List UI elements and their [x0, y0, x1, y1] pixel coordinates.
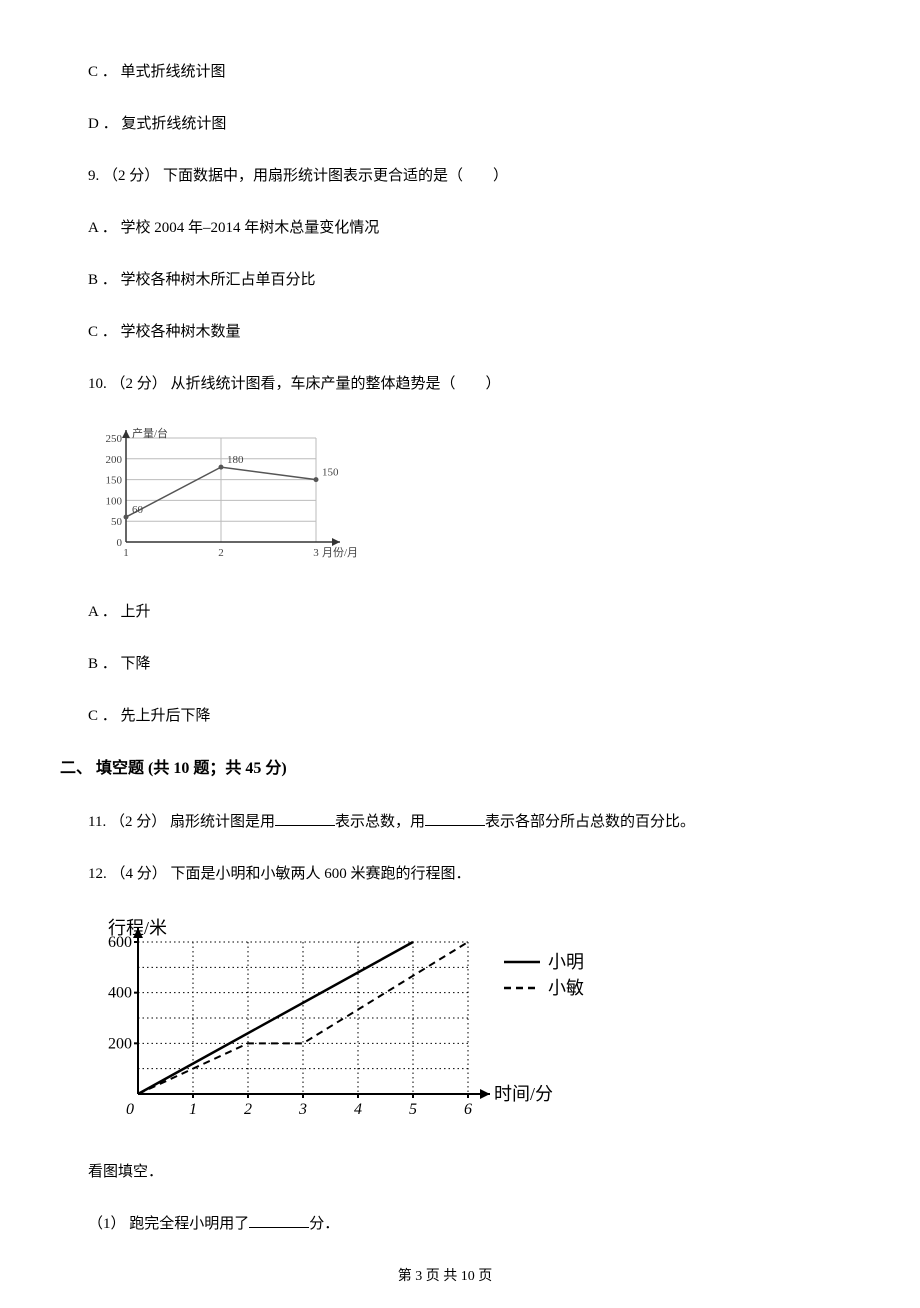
svg-text:6: 6	[464, 1101, 472, 1118]
page-footer: 第 3 页 共 10 页	[60, 1266, 830, 1288]
svg-text:1: 1	[189, 1101, 197, 1118]
svg-text:月份/月: 月份/月	[322, 546, 358, 559]
svg-text:0: 0	[117, 537, 123, 549]
q11-stem: 11. （2 分） 扇形统计图是用 表示总数，用 表示各部分所占总数的百分比。	[88, 810, 830, 834]
svg-text:60: 60	[132, 504, 144, 516]
q10-option-a: A ． 上升	[88, 600, 830, 624]
q12-chart: 2004006000123456行程/米时间/分小明小敏	[88, 914, 830, 1132]
svg-text:200: 200	[106, 454, 123, 466]
q9-option-b: B ． 学校各种树木所汇占单百分比	[88, 268, 830, 292]
svg-text:4: 4	[354, 1101, 362, 1118]
svg-text:180: 180	[227, 454, 244, 466]
svg-text:150: 150	[106, 475, 123, 487]
svg-text:行程/米: 行程/米	[108, 918, 167, 938]
svg-text:1: 1	[123, 547, 129, 559]
svg-text:小敏: 小敏	[548, 978, 584, 998]
q12-sub1-blank[interactable]	[249, 1213, 309, 1228]
svg-text:产量/台: 产量/台	[132, 426, 168, 440]
q10-chart: 0 50 100 150 200 250 1 2 3 产量/台月份/月 60 180 150	[88, 424, 830, 572]
svg-text:400: 400	[108, 984, 132, 1001]
q12-sub1-pre: （1） 跑完全程小明用了	[88, 1216, 249, 1232]
svg-text:100: 100	[106, 495, 123, 507]
q10-stem: 10. （2 分） 从折线统计图看，车床产量的整体趋势是（ ）	[88, 372, 830, 396]
q9-option-a: A ． 学校 2004 年–2014 年树木总量变化情况	[88, 216, 830, 240]
q11-blank-2[interactable]	[425, 811, 485, 826]
q10-option-b: B ． 下降	[88, 652, 830, 676]
svg-text:5: 5	[409, 1101, 417, 1118]
q11-blank-1[interactable]	[275, 811, 335, 826]
q11-text-pre: 11. （2 分） 扇形统计图是用	[88, 814, 275, 830]
q12-after-chart: 看图填空．	[88, 1160, 830, 1184]
q10-option-c: C ． 先上升后下降	[88, 704, 830, 728]
svg-text:250: 250	[106, 433, 123, 445]
q12-stem: 12. （4 分） 下面是小明和小敏两人 600 米赛跑的行程图．	[88, 862, 830, 886]
q9-stem: 9. （2 分） 下面数据中，用扇形统计图表示更合适的是（ ）	[88, 164, 830, 188]
svg-text:150: 150	[322, 467, 339, 479]
q11-text-post: 表示各部分所占总数的百分比。	[485, 814, 695, 830]
q12-sub1: （1） 跑完全程小明用了 分．	[88, 1212, 830, 1236]
q12-sub1-post: 分．	[309, 1216, 339, 1232]
svg-text:2: 2	[218, 547, 224, 559]
svg-text:2: 2	[244, 1101, 252, 1118]
q9-option-c: C ． 学校各种树木数量	[88, 320, 830, 344]
svg-text:200: 200	[108, 1035, 132, 1052]
q11-text-mid: 表示总数，用	[335, 814, 425, 830]
svg-text:3: 3	[313, 547, 319, 559]
section-2-title: 二、 填空题 (共 10 题；共 45 分)	[60, 756, 830, 782]
svg-text:50: 50	[111, 516, 123, 528]
q8-option-c: C ． 单式折线统计图	[88, 60, 830, 84]
svg-text:时间/分: 时间/分	[494, 1084, 553, 1104]
svg-text:小明: 小明	[548, 952, 584, 972]
q8-option-d: D ． 复式折线统计图	[88, 112, 830, 136]
svg-text:3: 3	[298, 1101, 307, 1118]
svg-text:0: 0	[126, 1101, 134, 1118]
